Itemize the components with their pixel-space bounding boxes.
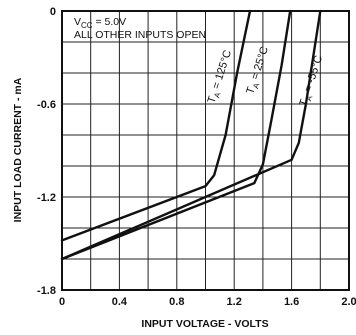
x-axis-title: INPUT VOLTAGE - VOLTS	[141, 318, 268, 330]
curve-label-value: = -55°C	[301, 54, 325, 97]
curve-label-symbol: T	[297, 98, 311, 108]
curve-label: TA = 125°C	[206, 49, 236, 106]
y-tick-label: 0	[50, 6, 56, 18]
y-tick-label: -1.8	[37, 285, 56, 297]
x-tick-label: 0.8	[169, 296, 184, 308]
series-line	[60, 9, 252, 242]
vcc-subscript: CC	[81, 21, 93, 30]
curve-label-subscript: A	[251, 81, 261, 89]
series-line	[60, 9, 292, 261]
curve-label-symbol: T	[244, 85, 258, 95]
grid-lines	[62, 11, 349, 290]
vcc-annotation: VCC = 5.0V	[74, 16, 126, 30]
curve-label: TA = 25°C	[244, 45, 273, 96]
curve-label-symbol: T	[206, 95, 220, 105]
vcc-symbol: V	[74, 16, 81, 28]
curve-label-subscript: A	[212, 91, 222, 99]
curve-label-value: = 25°C	[248, 45, 271, 84]
plot-frame	[61, 10, 350, 291]
x-tick-label: 1.6	[284, 296, 299, 308]
x-tick-labels: 0 0.4 0.8 1.2 1.6 2.0	[59, 296, 356, 308]
curve-label: TA = -55°C	[297, 54, 327, 109]
inputs-annotation: ALL OTHER INPUTS OPEN	[74, 29, 206, 41]
x-tick-label: 0	[59, 296, 65, 308]
vcc-value: = 5.0V	[93, 16, 127, 28]
y-tick-label: -1.2	[37, 192, 56, 204]
x-tick-label: 0.4	[112, 296, 128, 308]
series-line	[60, 9, 322, 261]
y-tick-labels: 0 -0.6 -1.2 -1.8	[37, 6, 56, 297]
curve-label-value: = 125°C	[209, 49, 234, 94]
curves	[60, 9, 322, 261]
curve-labels: TA = 125°C TA = 25°CTA = -55°C	[206, 45, 327, 109]
y-tick-label: -0.6	[37, 99, 56, 111]
x-tick-label: 1.2	[227, 296, 242, 308]
curve-label-subscript: A	[304, 94, 314, 102]
x-tick-label: 2.0	[341, 296, 356, 308]
y-axis-title: INPUT LOAD CURRENT - mA	[12, 77, 24, 222]
